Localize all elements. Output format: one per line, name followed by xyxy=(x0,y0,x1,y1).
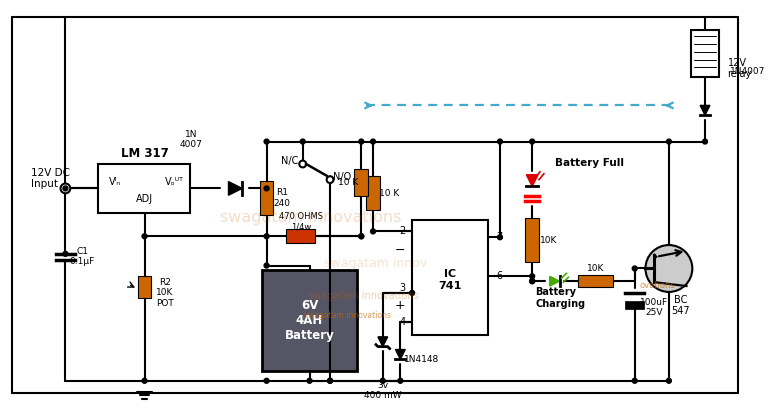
Bar xyxy=(691,30,719,77)
Text: 1N4007: 1N4007 xyxy=(730,67,766,76)
Circle shape xyxy=(264,379,269,383)
Text: swagatam innov: swagatam innov xyxy=(324,257,428,270)
Text: 10 K: 10 K xyxy=(337,178,358,187)
Text: LM 317: LM 317 xyxy=(121,147,168,160)
Text: −: − xyxy=(395,245,406,257)
Circle shape xyxy=(63,252,68,256)
Circle shape xyxy=(498,139,502,144)
Polygon shape xyxy=(526,175,538,187)
Text: Battery Full: Battery Full xyxy=(554,158,624,168)
Circle shape xyxy=(142,379,147,383)
Circle shape xyxy=(264,139,269,144)
Bar xyxy=(98,164,190,213)
Circle shape xyxy=(61,184,71,193)
Circle shape xyxy=(498,235,502,240)
Text: 6: 6 xyxy=(496,271,502,281)
Circle shape xyxy=(307,379,312,383)
Text: swagatam innovations: swagatam innovations xyxy=(308,291,419,301)
Circle shape xyxy=(359,234,364,239)
Text: 7: 7 xyxy=(496,232,502,242)
Circle shape xyxy=(359,234,364,239)
Circle shape xyxy=(142,234,147,239)
Text: +: + xyxy=(395,299,406,312)
Polygon shape xyxy=(700,105,710,115)
Text: 2: 2 xyxy=(399,226,406,236)
Bar xyxy=(525,218,539,262)
Bar xyxy=(286,229,316,243)
Circle shape xyxy=(326,176,333,183)
Polygon shape xyxy=(550,276,560,286)
Circle shape xyxy=(380,379,386,383)
Bar xyxy=(366,176,380,210)
Circle shape xyxy=(264,263,269,268)
Polygon shape xyxy=(396,349,406,359)
Circle shape xyxy=(300,139,305,144)
Text: R2
10K
POT: R2 10K POT xyxy=(156,278,174,308)
Circle shape xyxy=(328,379,333,383)
Text: R1
240: R1 240 xyxy=(273,189,291,208)
Text: swagatam innovations: swagatam innovations xyxy=(304,311,391,320)
Circle shape xyxy=(409,291,415,296)
Bar xyxy=(355,169,368,196)
Bar xyxy=(578,275,613,287)
Text: 10 K: 10 K xyxy=(379,189,400,198)
Text: 3v
400 mW: 3v 400 mW xyxy=(364,381,402,400)
Text: 3: 3 xyxy=(399,283,406,293)
Text: N/O: N/O xyxy=(333,172,351,182)
Text: BC
547: BC 547 xyxy=(671,295,690,316)
Circle shape xyxy=(371,139,376,144)
Circle shape xyxy=(264,186,269,191)
Circle shape xyxy=(264,234,269,239)
Text: 100uF
25V: 100uF 25V xyxy=(641,298,668,317)
Circle shape xyxy=(667,379,671,383)
Bar xyxy=(137,276,151,298)
Polygon shape xyxy=(229,182,242,195)
Circle shape xyxy=(530,279,535,284)
Circle shape xyxy=(530,139,535,144)
Circle shape xyxy=(703,139,707,144)
Text: 1N4148: 1N4148 xyxy=(404,355,439,364)
Circle shape xyxy=(300,161,306,167)
Circle shape xyxy=(667,139,671,144)
Circle shape xyxy=(371,229,376,234)
Text: ADJ: ADJ xyxy=(136,194,153,204)
Text: 470 OHMS
1/4w: 470 OHMS 1/4w xyxy=(279,212,323,231)
Text: IC
741: IC 741 xyxy=(439,269,462,291)
Polygon shape xyxy=(378,337,388,346)
Bar xyxy=(262,270,357,371)
Circle shape xyxy=(645,245,692,292)
Text: N/C: N/C xyxy=(281,156,299,166)
Circle shape xyxy=(398,379,402,383)
Text: 10K: 10K xyxy=(587,264,604,273)
Bar xyxy=(625,301,644,309)
Circle shape xyxy=(632,379,637,383)
Text: C1
0.1μF: C1 0.1μF xyxy=(69,247,94,266)
Text: 1N
4007: 1N 4007 xyxy=(180,130,203,149)
Circle shape xyxy=(359,139,364,144)
Circle shape xyxy=(63,186,68,191)
Text: Vᴵₙ: Vᴵₙ xyxy=(109,177,121,187)
Circle shape xyxy=(328,379,333,383)
Text: ovations: ovations xyxy=(639,281,675,290)
Text: swagatam innovations: swagatam innovations xyxy=(220,210,401,225)
Text: 12V
relay: 12V relay xyxy=(727,58,752,79)
Bar xyxy=(260,180,273,215)
Text: 12V DC
Input: 12V DC Input xyxy=(31,168,70,189)
Text: Battery
Charging: Battery Charging xyxy=(535,287,585,309)
Circle shape xyxy=(530,274,535,279)
Text: Vₒᵁᵀ: Vₒᵁᵀ xyxy=(165,177,184,187)
Text: 10K: 10K xyxy=(540,236,558,245)
Circle shape xyxy=(530,279,535,284)
Text: 6V
4AH
Battery: 6V 4AH Battery xyxy=(285,299,334,342)
Text: 4: 4 xyxy=(399,317,406,327)
Circle shape xyxy=(632,266,637,271)
Bar xyxy=(412,219,488,335)
